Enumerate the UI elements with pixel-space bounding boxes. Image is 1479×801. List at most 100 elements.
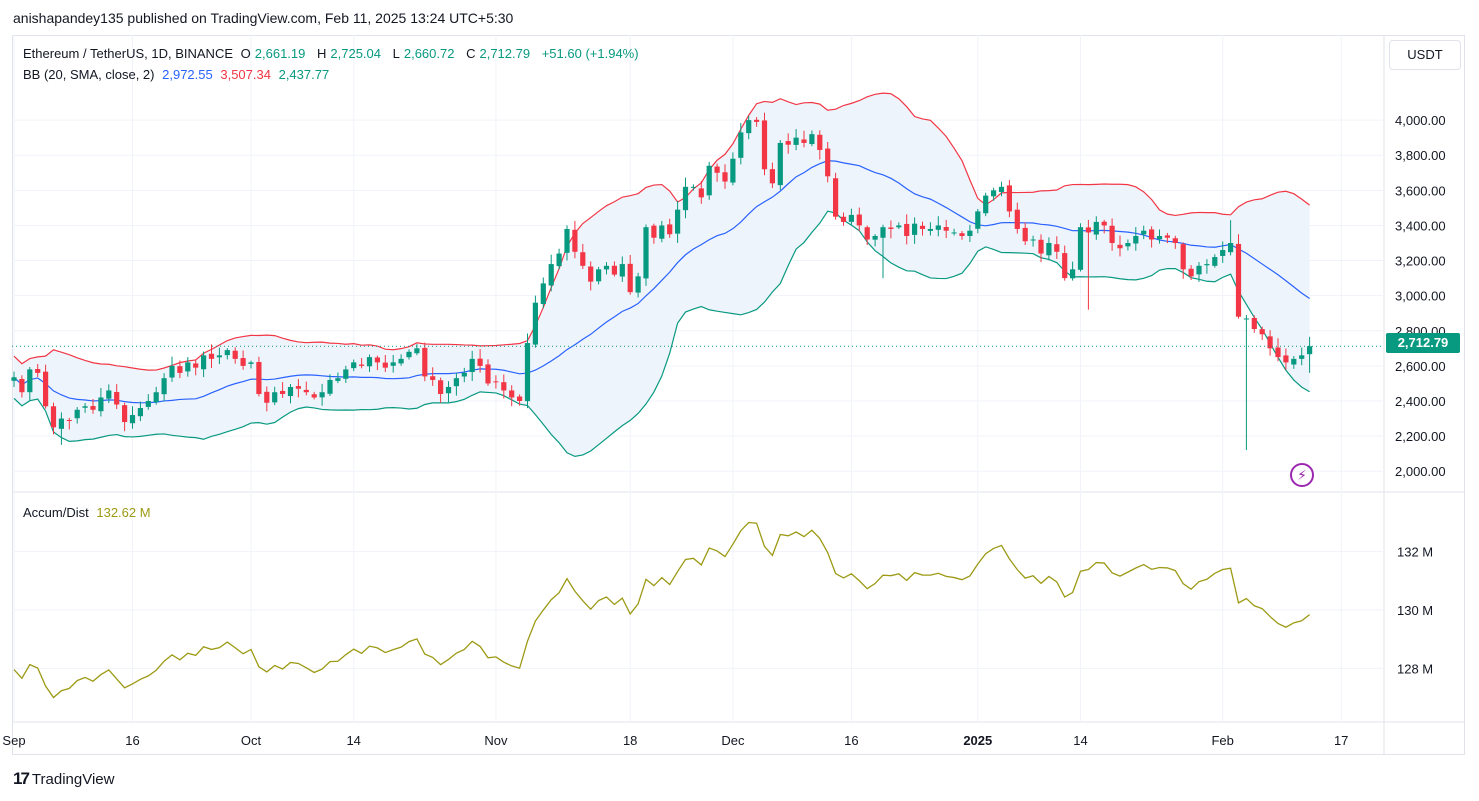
time-tick-label: Dec (721, 733, 745, 748)
candle-body (11, 377, 17, 381)
candle-body (248, 362, 254, 364)
candle-body (295, 386, 301, 389)
candle-body (943, 227, 949, 231)
candle-body (1275, 347, 1281, 358)
candle-body (264, 391, 270, 403)
candle-body (485, 364, 491, 384)
candle-body (1204, 264, 1210, 266)
time-tick-label: Oct (241, 733, 262, 748)
ad-tick-label: 132 M (1397, 545, 1433, 560)
candle-body (935, 225, 941, 230)
symbol-legend: Ethereum / TetherUS, 1D, BINANCE O 2,661.… (23, 46, 639, 61)
time-tick-label: 18 (623, 733, 637, 748)
price-tick-label: 2,000.00 (1395, 464, 1446, 479)
candle-body (208, 353, 215, 359)
low-value: 2,660.72 (403, 46, 455, 61)
candle-body (1149, 229, 1155, 240)
candle-body (682, 186, 689, 211)
candle-body (738, 132, 744, 158)
candle-body (785, 141, 791, 145)
candle-body (58, 418, 64, 429)
price-tick-label: 3,400.00 (1395, 218, 1446, 233)
candle-body (872, 235, 878, 240)
candle-body (114, 391, 120, 405)
time-tick-label: 17 (1334, 733, 1348, 748)
candle-body (1141, 230, 1147, 235)
candle-body (761, 120, 768, 170)
candle-body (509, 390, 515, 398)
tradingview-logo[interactable]: 17 TradingView (13, 769, 114, 789)
candle-body (1125, 243, 1131, 247)
candle-body (1022, 227, 1028, 242)
bb-legend: BB (20, SMA, close, 2) 2,972.55 3,507.34… (23, 67, 333, 82)
candle-body (651, 225, 657, 238)
candle-body (216, 355, 222, 358)
candle-body (201, 355, 207, 370)
time-tick-label: 14 (1073, 733, 1087, 748)
candle-body (912, 223, 918, 235)
candle-body (311, 394, 317, 398)
symbol-name: Ethereum / TetherUS, 1D, BINANCE (23, 46, 234, 61)
candle-body (224, 350, 230, 356)
candle-body (422, 347, 428, 377)
candle-body (959, 233, 965, 236)
close-value: 2,712.79 (479, 46, 531, 61)
candle-body (1299, 355, 1305, 359)
candle-body (983, 195, 989, 214)
bb-label: BB (20, SMA, close, 2) (23, 67, 155, 82)
accum-dist-line (13, 521, 1311, 699)
bb-basis-line (13, 160, 1310, 404)
candle-body (240, 358, 246, 366)
candle-body (1212, 257, 1218, 266)
candle-body (169, 365, 175, 378)
time-tick-label: Feb (1211, 733, 1233, 748)
candle-body (374, 357, 380, 363)
candle-body (927, 228, 933, 231)
bb-lower-line (13, 210, 1310, 458)
candle-body (19, 378, 25, 393)
candle-body (880, 227, 886, 238)
candle-body (967, 230, 973, 236)
currency-unit-button[interactable]: USDT (1389, 40, 1461, 70)
price-tick-label: 2,200.00 (1395, 429, 1446, 444)
candle-body (445, 386, 452, 394)
candle-body (1014, 209, 1020, 229)
candle-body (1172, 238, 1178, 243)
candle-body (390, 362, 396, 366)
high-value: 2,725.04 (330, 46, 381, 61)
candle-body (904, 223, 910, 236)
candle-body (517, 396, 523, 401)
candle-body (27, 369, 33, 393)
candle-body (43, 371, 49, 407)
candle-body (469, 358, 475, 373)
candle-body (1101, 221, 1107, 226)
candle-body (406, 351, 412, 358)
change-value: +51.60 (+1.94%) (541, 46, 639, 61)
price-tick-label: 2,400.00 (1395, 394, 1446, 409)
candle-body (793, 137, 799, 145)
candle-body (82, 406, 88, 408)
candle-body (50, 406, 57, 428)
candle-body (603, 265, 610, 270)
candle-body (627, 263, 633, 293)
candle-body (1117, 244, 1123, 249)
bb-fill (14, 93, 1310, 457)
candle-body (998, 186, 1005, 193)
candle-body (840, 216, 847, 222)
tv-logo-icon: 17 (13, 769, 30, 788)
candle-body (351, 362, 357, 369)
candle-body (1307, 346, 1313, 355)
candle-body (35, 369, 41, 373)
bb-upper-line (13, 92, 1310, 371)
candle-body (256, 362, 262, 394)
candle-body (588, 266, 594, 282)
candle-body (706, 165, 712, 196)
candle-body (438, 380, 444, 394)
candle-body (769, 169, 775, 184)
price-tick-label: 3,000.00 (1395, 289, 1446, 304)
last-price-tag: 2,712.79 (1386, 333, 1460, 353)
candle-body (1259, 329, 1265, 335)
lightning-icon[interactable]: ⚡ (1290, 463, 1314, 487)
candle-body (540, 283, 546, 305)
